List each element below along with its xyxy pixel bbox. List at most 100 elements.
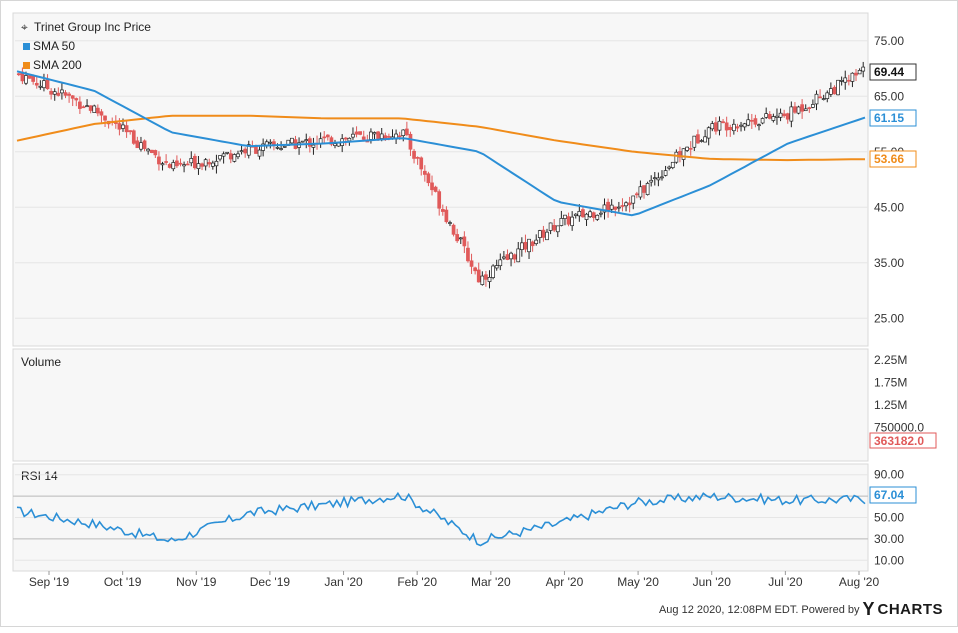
candle-body (473, 267, 477, 272)
rsi-tick-label: 10.00 (874, 553, 904, 567)
candle-body (785, 113, 790, 120)
candle-body (376, 131, 380, 139)
candle-body (462, 236, 467, 247)
candle-body (545, 231, 549, 241)
candle-body (570, 216, 575, 227)
candle-body (178, 162, 183, 165)
sma200-value-box (869, 150, 917, 168)
candle-body (451, 224, 456, 235)
candle-body (839, 80, 844, 82)
candle-body (304, 139, 309, 142)
rsi-line (16, 491, 866, 547)
candle-body (714, 122, 718, 132)
rsi-tick-label: 90.00 (874, 468, 904, 482)
candle-body (196, 163, 201, 169)
candle-body (218, 155, 222, 160)
candle-body (584, 213, 589, 220)
rsi-title: RSI 14 (21, 469, 58, 483)
candle-body (455, 234, 460, 242)
candle-body (193, 155, 197, 169)
candle-body (728, 127, 733, 131)
candle-body (458, 237, 463, 240)
candle-body (67, 93, 71, 96)
candle-body (239, 150, 244, 153)
candle-body (257, 149, 262, 157)
candle-body (498, 259, 503, 267)
candle-body (333, 143, 337, 146)
candle-body (214, 160, 219, 167)
candle-body (207, 162, 212, 165)
month-label: May '20 (617, 575, 659, 589)
price-panel (12, 12, 869, 347)
candle-body (422, 170, 427, 175)
candle-body (243, 148, 248, 154)
current-price-label: 69.44 (874, 65, 904, 79)
candle-body (850, 72, 855, 82)
rsi-tick-label: 30.00 (874, 532, 904, 546)
candle-body (268, 141, 273, 144)
candle-body (476, 269, 481, 283)
candle-body (419, 157, 424, 170)
candle-body (167, 164, 172, 168)
candle-body (807, 107, 812, 109)
candle-body (617, 206, 621, 209)
candle-body (347, 137, 352, 142)
candle-body (480, 275, 485, 285)
month-label: Aug '20 (839, 575, 880, 589)
candle-body (602, 204, 607, 213)
candle-body (236, 153, 240, 158)
candle-body (814, 93, 819, 105)
candle-body (16, 73, 21, 76)
candle-body (401, 129, 406, 136)
candle-body (566, 216, 571, 225)
candle-body (142, 140, 147, 149)
candle-body (322, 136, 327, 139)
candle-body (325, 134, 330, 138)
candle-body (60, 89, 64, 94)
candle-body (789, 106, 794, 122)
candle-body (275, 147, 280, 149)
candle-body (548, 222, 553, 231)
candle-body (609, 204, 614, 210)
candle-body (505, 254, 510, 260)
candle-body (591, 212, 596, 218)
candle-body (846, 79, 851, 82)
candle-body (494, 265, 499, 269)
sma50-legend-swatch (23, 43, 30, 50)
volume-tick-label: 1.25M (874, 398, 907, 412)
candle-body (160, 163, 165, 166)
candle-body (78, 101, 82, 109)
rsi-value-label: 67.04 (874, 488, 904, 502)
candle-body (656, 177, 661, 181)
candle-body (516, 248, 521, 263)
candle-body (221, 153, 226, 157)
candle-body (857, 70, 862, 75)
candle-body (430, 182, 434, 191)
candle-body (606, 201, 610, 211)
volume-tick-label: 750000.0 (874, 420, 924, 434)
candle-body (821, 98, 826, 100)
candle-body (45, 78, 50, 90)
candle-body (663, 170, 668, 176)
sma50-value-box (869, 109, 917, 127)
candle-body (52, 91, 57, 95)
candle-body (426, 173, 431, 184)
candle-body (512, 254, 517, 260)
candle-body (103, 115, 107, 121)
footer: Aug 12 2020, 12:08PM EDT. Powered by Y CH… (659, 599, 943, 620)
candle-body (128, 130, 133, 133)
candle-body (182, 164, 186, 167)
powered-by: Powered by (801, 603, 860, 616)
candle-body (825, 92, 830, 99)
candle-body (699, 140, 704, 142)
candle-body (34, 82, 39, 86)
sma50-value-label: 61.15 (874, 111, 904, 125)
candle-body (696, 134, 700, 144)
candle-body (555, 225, 560, 233)
crosshair-icon: ⌖ (21, 20, 28, 34)
candle-body (175, 160, 179, 167)
candle-body (588, 211, 592, 217)
candle-body (372, 132, 377, 135)
month-label: Dec '19 (250, 575, 291, 589)
candle-body (466, 247, 470, 262)
